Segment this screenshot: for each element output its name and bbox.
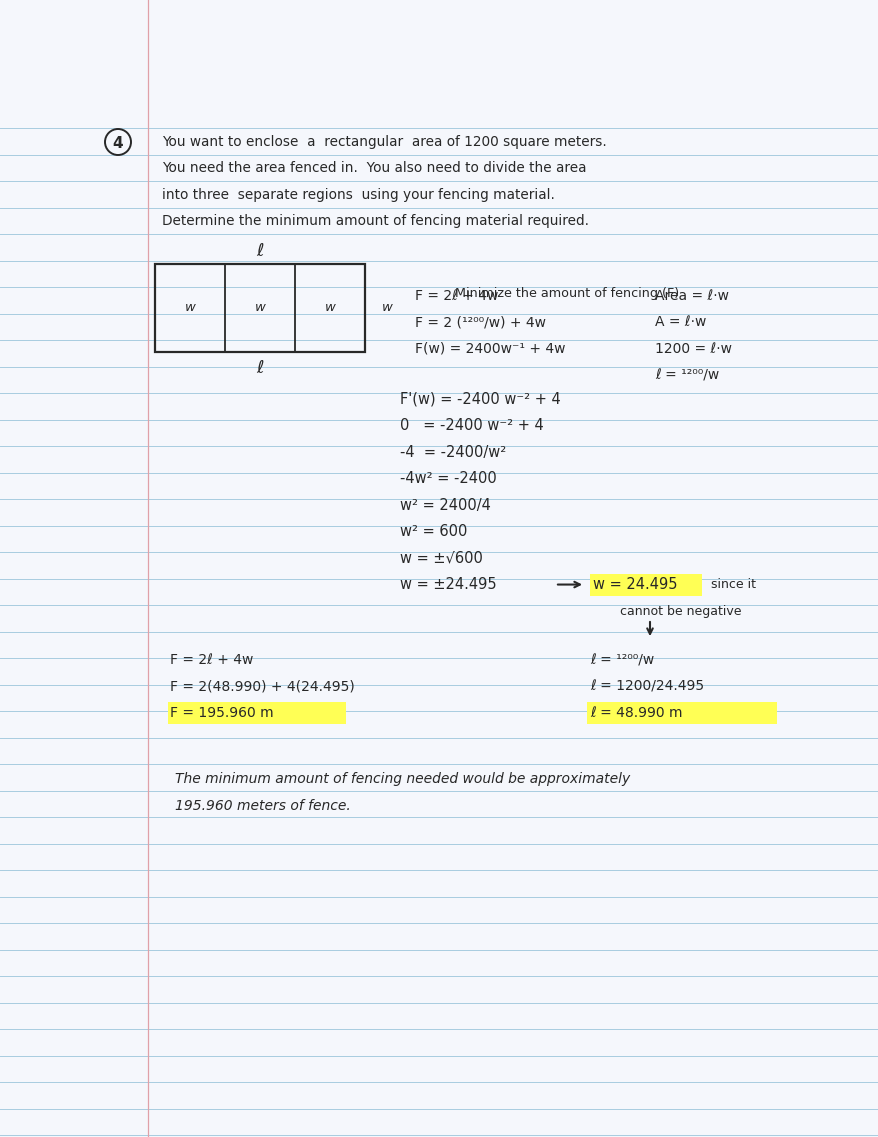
Bar — [155, 264, 364, 351]
Text: w: w — [255, 301, 265, 315]
Text: w² = 600: w² = 600 — [399, 524, 467, 539]
Text: 195.960 meters of fence.: 195.960 meters of fence. — [175, 799, 350, 813]
Text: F(w) = 2400w⁻¹ + 4w: F(w) = 2400w⁻¹ + 4w — [414, 342, 565, 356]
Text: ℓ: ℓ — [256, 359, 263, 376]
Text: w = ±√600: w = ±√600 — [399, 550, 482, 565]
Text: Determine the minimum amount of fencing material required.: Determine the minimum amount of fencing … — [162, 215, 588, 229]
Text: 4: 4 — [112, 135, 123, 150]
Text: w² = 2400/4: w² = 2400/4 — [399, 498, 490, 513]
Text: A = ℓ·w: A = ℓ·w — [654, 315, 706, 330]
Text: Minimize the amount of fencing (F): Minimize the amount of fencing (F) — [455, 288, 679, 300]
Text: ℓ: ℓ — [256, 242, 263, 260]
Text: ℓ = 1200/24.495: ℓ = 1200/24.495 — [589, 680, 703, 694]
Text: You want to enclose  a  rectangular  area of 1200 square meters.: You want to enclose a rectangular area o… — [162, 135, 606, 149]
Text: F = 2 (¹²⁰⁰/w) + 4w: F = 2 (¹²⁰⁰/w) + 4w — [414, 315, 545, 330]
Text: F = 2ℓ + 4w: F = 2ℓ + 4w — [169, 654, 253, 667]
Text: w: w — [324, 301, 335, 315]
Text: The minimum amount of fencing needed would be approximately: The minimum amount of fencing needed wou… — [175, 772, 630, 787]
Text: F = 2(48.990) + 4(24.495): F = 2(48.990) + 4(24.495) — [169, 680, 355, 694]
Text: ℓ = ¹²⁰⁰/w: ℓ = ¹²⁰⁰/w — [589, 654, 653, 667]
Text: w = ±24.495: w = ±24.495 — [399, 578, 496, 592]
Text: w: w — [381, 301, 392, 315]
Text: -4  = -2400/w²: -4 = -2400/w² — [399, 445, 506, 459]
Text: 1200 = ℓ·w: 1200 = ℓ·w — [654, 342, 731, 356]
Text: You need the area fenced in.  You also need to divide the area: You need the area fenced in. You also ne… — [162, 161, 586, 175]
Text: w = 24.495: w = 24.495 — [593, 578, 677, 592]
Text: F = 195.960 m: F = 195.960 m — [169, 706, 273, 720]
Text: since it: since it — [706, 578, 755, 591]
Text: 0   = -2400 w⁻² + 4: 0 = -2400 w⁻² + 4 — [399, 418, 543, 433]
Text: ℓ = ¹²⁰⁰/w: ℓ = ¹²⁰⁰/w — [654, 368, 718, 382]
Text: ℓ = 48.990 m: ℓ = 48.990 m — [589, 706, 681, 720]
Bar — [587, 703, 776, 724]
Text: into three  separate regions  using your fencing material.: into three separate regions using your f… — [162, 188, 554, 202]
Text: w: w — [184, 301, 195, 315]
Bar — [168, 703, 346, 724]
Text: -4w² = -2400: -4w² = -2400 — [399, 471, 496, 485]
Text: F'(w) = -2400 w⁻² + 4: F'(w) = -2400 w⁻² + 4 — [399, 391, 560, 407]
Text: F = 2ℓ + 4w: F = 2ℓ + 4w — [414, 289, 498, 302]
Bar — [589, 573, 702, 596]
Text: cannot be negative: cannot be negative — [619, 605, 741, 617]
Text: Area = ℓ·w: Area = ℓ·w — [654, 289, 728, 302]
